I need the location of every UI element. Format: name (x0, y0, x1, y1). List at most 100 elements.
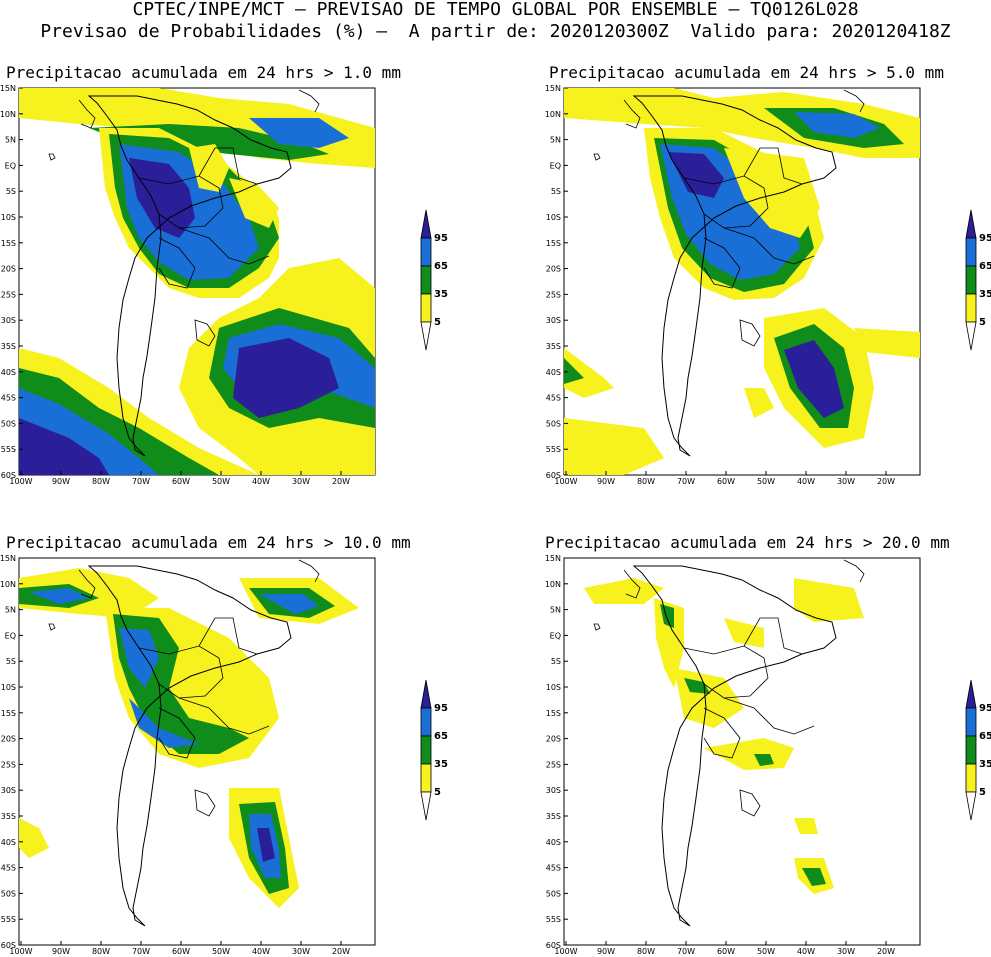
lat-tick-label: 5S (551, 657, 561, 666)
lat-tick-label: 20S (1, 735, 16, 744)
lat-tick-label: 35S (1, 812, 16, 821)
legend-swatch (965, 679, 977, 709)
lat-tick-label: 10S (546, 683, 561, 692)
legend-label: 65 (434, 731, 448, 742)
lon-tick-label: 30W (837, 477, 855, 486)
lon-tick-label: 90W (597, 947, 615, 956)
panel-title-5mm: Precipitacao acumulada em 24 hrs > 5.0 m… (549, 63, 944, 82)
map-panel-20mm (563, 557, 921, 946)
lat-tick-label: 5S (6, 657, 16, 666)
lat-tick-label: EQ (5, 631, 16, 640)
legend-swatch (965, 791, 977, 821)
lon-tick-label: 20W (332, 477, 350, 486)
lat-tick-label: 10S (1, 683, 16, 692)
lon-tick-label: 80W (637, 947, 655, 956)
lat-tick-label: 30S (1, 316, 16, 325)
lon-tick-label: 30W (292, 477, 310, 486)
legend-label: 5 (434, 787, 441, 798)
lat-tick-label: 30S (1, 786, 16, 795)
legend-label: 35 (434, 759, 448, 770)
legend-label: 5 (434, 317, 441, 328)
lat-tick-label: 60S (546, 471, 561, 480)
lat-tick-label: 15S (546, 239, 561, 248)
legend-label: 35 (979, 289, 991, 300)
lat-tick-label: 35S (1, 342, 16, 351)
lat-tick-label: EQ (550, 161, 561, 170)
legend-swatch (965, 735, 977, 765)
lat-tick-label: 5N (550, 606, 561, 615)
lon-tick-label: 70W (132, 477, 150, 486)
lon-tick-label: 50W (757, 947, 775, 956)
legend-swatch (420, 791, 432, 821)
panel-title-20mm: Precipitacao acumulada em 24 hrs > 20.0 … (545, 533, 950, 552)
color-legend: 95 65 35 5 (965, 209, 991, 351)
legend-swatch (965, 237, 977, 267)
lon-tick-label: 90W (597, 477, 615, 486)
lat-tick-label: 20S (546, 735, 561, 744)
lat-tick-label: 5N (5, 606, 16, 615)
lon-tick-label: 100W (9, 947, 32, 956)
lon-tick-label: 20W (877, 947, 895, 956)
lon-tick-label: 40W (252, 947, 270, 956)
lat-tick-label: 15N (0, 554, 16, 563)
legend-swatch (420, 707, 432, 737)
legend-swatch (420, 237, 432, 267)
lat-tick-label: 30S (546, 316, 561, 325)
lon-tick-label: 60W (717, 947, 735, 956)
lon-tick-label: 50W (757, 477, 775, 486)
lon-tick-label: 90W (52, 477, 70, 486)
lat-tick-label: 30S (546, 786, 561, 795)
lat-tick-label: 15S (1, 239, 16, 248)
lat-tick-label: 60S (546, 941, 561, 950)
header-title-line2: Previsao de Probabilidades (%) – A parti… (40, 21, 951, 42)
lon-tick-label: 30W (292, 947, 310, 956)
lat-tick-label: 55S (546, 915, 561, 924)
legend-label: 65 (979, 731, 991, 742)
lat-tick-label: 10S (546, 213, 561, 222)
lon-tick-label: 40W (797, 947, 815, 956)
lat-tick-label: 25S (546, 760, 561, 769)
lat-tick-label: 45S (1, 394, 16, 403)
lat-tick-label: 45S (1, 864, 16, 873)
lat-tick-label: 40S (546, 368, 561, 377)
lon-tick-label: 60W (172, 477, 190, 486)
lon-tick-label: 70W (677, 947, 695, 956)
legend-label: 65 (434, 261, 448, 272)
lat-tick-label: 50S (546, 419, 561, 428)
lat-tick-label: 15S (546, 709, 561, 718)
lat-tick-label: 45S (546, 864, 561, 873)
legend-swatch (965, 763, 977, 793)
lat-tick-label: 10N (0, 110, 16, 119)
lon-tick-label: 70W (677, 477, 695, 486)
lat-tick-label: 25S (546, 290, 561, 299)
lat-tick-label: 55S (546, 445, 561, 454)
lat-tick-label: 25S (1, 760, 16, 769)
lat-tick-label: 40S (1, 368, 16, 377)
lon-tick-label: 60W (172, 947, 190, 956)
legend-swatch (965, 321, 977, 351)
legend-label: 65 (979, 261, 991, 272)
lat-tick-label: 25S (1, 290, 16, 299)
legend-swatch (420, 321, 432, 351)
legend-label: 35 (979, 759, 991, 770)
lon-tick-label: 20W (332, 947, 350, 956)
legend-swatch (420, 679, 432, 709)
lat-tick-label: 50S (546, 889, 561, 898)
lat-tick-label: 55S (1, 445, 16, 454)
legend-swatch (420, 209, 432, 239)
map-panel-1mm (18, 87, 376, 476)
lon-tick-label: 60W (717, 477, 735, 486)
lat-tick-label: EQ (5, 161, 16, 170)
legend-label: 95 (979, 233, 991, 244)
lat-tick-label: 10N (0, 580, 16, 589)
lat-tick-label: 40S (1, 838, 16, 847)
lat-tick-label: 55S (1, 915, 16, 924)
legend-label: 95 (979, 703, 991, 714)
lat-tick-label: 15S (1, 709, 16, 718)
lat-tick-label: 40S (546, 838, 561, 847)
legend-label: 95 (434, 703, 448, 714)
legend-swatch (420, 265, 432, 295)
legend-swatch (965, 293, 977, 323)
color-legend: 95 65 35 5 (965, 679, 991, 821)
